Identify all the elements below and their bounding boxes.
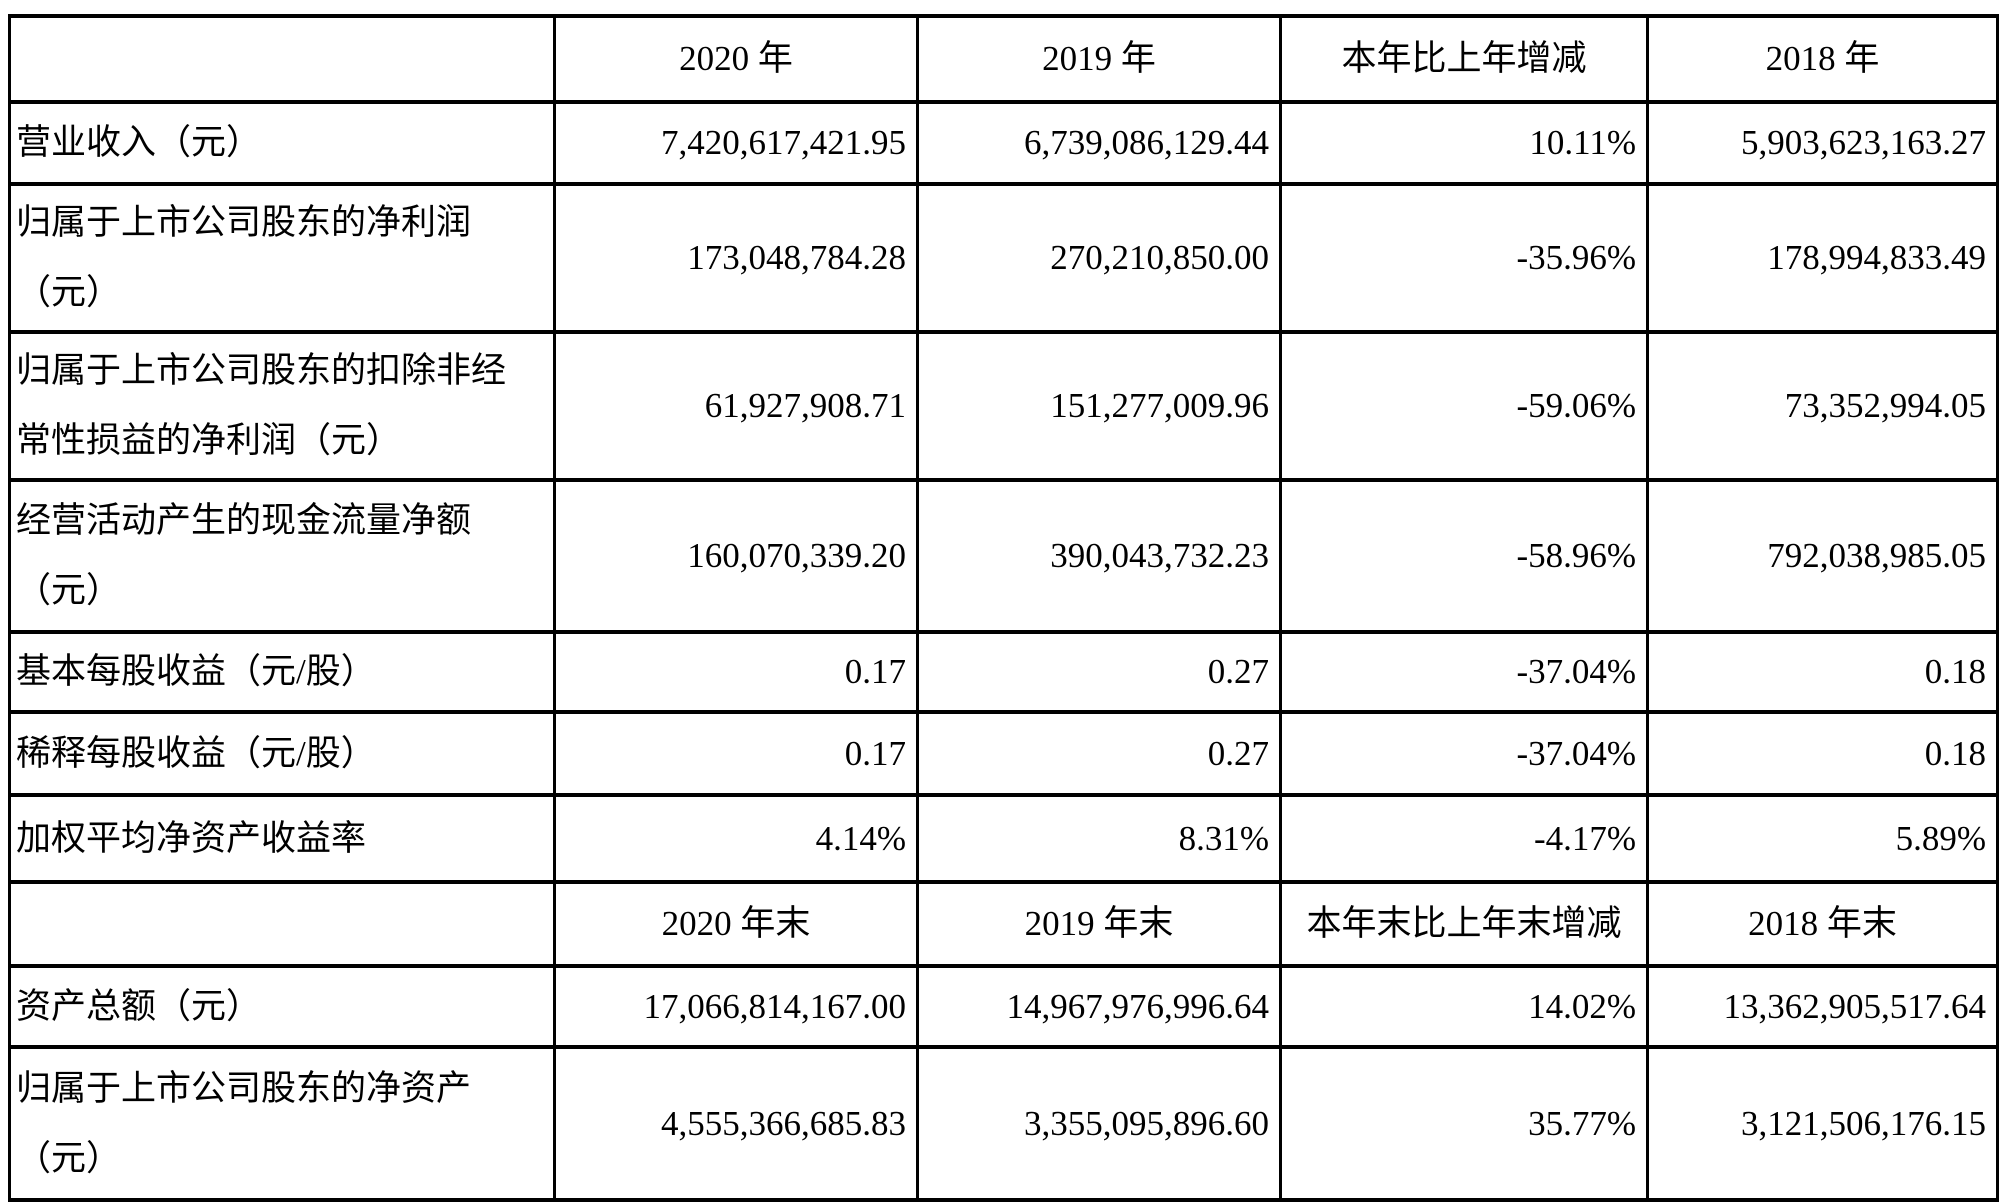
- value-yoy-change: -35.96%: [1279, 182, 1649, 334]
- value-2019-end: 14,967,976,996.64: [916, 964, 1282, 1049]
- row-label: 归属于上市公司股东的净资产 （元）: [8, 1045, 556, 1202]
- value-2018: 792,038,985.05: [1646, 478, 1999, 634]
- header-empty-cell: [8, 14, 556, 104]
- value-2019: 6,739,086,129.44: [916, 100, 1282, 186]
- table-row-diluted-eps: 稀释每股收益（元/股） 0.17 0.27 -37.04% 0.18: [8, 710, 1999, 797]
- value-yoy-change: -59.06%: [1279, 330, 1649, 482]
- table-row-net-profit: 归属于上市公司股东的净利润 （元） 173,048,784.28 270,210…: [8, 182, 1999, 334]
- value-2020-end: 17,066,814,167.00: [553, 964, 919, 1049]
- row-label: 稀释每股收益（元/股）: [8, 710, 556, 797]
- header-cell-2018-end: 2018 年末: [1646, 880, 1999, 968]
- value-2020: 173,048,784.28: [553, 182, 919, 334]
- financial-summary-table: 2020 年 2019 年 本年比上年增减 2018 年 营业收入（元） 7,4…: [8, 14, 1999, 1202]
- header-cell-2019: 2019 年: [916, 14, 1282, 104]
- value-yearend-change: 35.77%: [1279, 1045, 1649, 1202]
- table-row-operating-cash-flow: 经营活动产生的现金流量净额 （元） 160,070,339.20 390,043…: [8, 478, 1999, 634]
- row-label: 营业收入（元）: [8, 100, 556, 186]
- value-2018: 5.89%: [1646, 793, 1999, 884]
- table-row-net-profit-after-nonrecurring: 归属于上市公司股东的扣除非经 常性损益的净利润（元） 61,927,908.71…: [8, 330, 1999, 482]
- value-2018: 73,352,994.05: [1646, 330, 1999, 482]
- value-2019: 270,210,850.00: [916, 182, 1282, 334]
- header-empty-cell: [8, 880, 556, 968]
- value-2020: 7,420,617,421.95: [553, 100, 919, 186]
- header-row-year-end: 2020 年末 2019 年末 本年末比上年末增减 2018 年末: [8, 880, 1999, 968]
- value-2018-end: 3,121,506,176.15: [1646, 1045, 1999, 1202]
- value-2020: 4.14%: [553, 793, 919, 884]
- row-label: 归属于上市公司股东的净利润 （元）: [8, 182, 556, 334]
- value-2020-end: 4,555,366,685.83: [553, 1045, 919, 1202]
- table-row-operating-revenue: 营业收入（元） 7,420,617,421.95 6,739,086,129.4…: [8, 100, 1999, 186]
- value-yoy-change: -4.17%: [1279, 793, 1649, 884]
- row-label: 资产总额（元）: [8, 964, 556, 1049]
- value-2019: 390,043,732.23: [916, 478, 1282, 634]
- row-label: 基本每股收益（元/股）: [8, 630, 556, 714]
- header-cell-yearend-change: 本年末比上年末增减: [1279, 880, 1649, 968]
- value-2019: 0.27: [916, 630, 1282, 714]
- value-2020: 0.17: [553, 710, 919, 797]
- value-yoy-change: -58.96%: [1279, 478, 1649, 634]
- row-label: 经营活动产生的现金流量净额 （元）: [8, 478, 556, 634]
- row-label: 归属于上市公司股东的扣除非经 常性损益的净利润（元）: [8, 330, 556, 482]
- value-2019: 0.27: [916, 710, 1282, 797]
- header-cell-2020: 2020 年: [553, 14, 919, 104]
- row-label: 加权平均净资产收益率: [8, 793, 556, 884]
- value-2018-end: 13,362,905,517.64: [1646, 964, 1999, 1049]
- table-row-weighted-avg-roe: 加权平均净资产收益率 4.14% 8.31% -4.17% 5.89%: [8, 793, 1999, 884]
- header-cell-2020-end: 2020 年末: [553, 880, 919, 968]
- value-yoy-change: 10.11%: [1279, 100, 1649, 186]
- value-2019: 8.31%: [916, 793, 1282, 884]
- header-cell-2018: 2018 年: [1646, 14, 1999, 104]
- value-2019-end: 3,355,095,896.60: [916, 1045, 1282, 1202]
- value-2019: 151,277,009.96: [916, 330, 1282, 482]
- value-2018: 0.18: [1646, 710, 1999, 797]
- value-2020: 61,927,908.71: [553, 330, 919, 482]
- value-2020: 160,070,339.20: [553, 478, 919, 634]
- table-row-total-assets: 资产总额（元） 17,066,814,167.00 14,967,976,996…: [8, 964, 1999, 1049]
- value-2018: 178,994,833.49: [1646, 182, 1999, 334]
- value-2018: 0.18: [1646, 630, 1999, 714]
- table-row-net-assets: 归属于上市公司股东的净资产 （元） 4,555,366,685.83 3,355…: [8, 1045, 1999, 1202]
- value-yoy-change: -37.04%: [1279, 710, 1649, 797]
- header-cell-yoy-change: 本年比上年增减: [1279, 14, 1649, 104]
- table-row-basic-eps: 基本每股收益（元/股） 0.17 0.27 -37.04% 0.18: [8, 630, 1999, 714]
- value-2018: 5,903,623,163.27: [1646, 100, 1999, 186]
- header-cell-2019-end: 2019 年末: [916, 880, 1282, 968]
- header-row-annual: 2020 年 2019 年 本年比上年增减 2018 年: [8, 14, 1999, 104]
- value-yoy-change: -37.04%: [1279, 630, 1649, 714]
- value-yearend-change: 14.02%: [1279, 964, 1649, 1049]
- value-2020: 0.17: [553, 630, 919, 714]
